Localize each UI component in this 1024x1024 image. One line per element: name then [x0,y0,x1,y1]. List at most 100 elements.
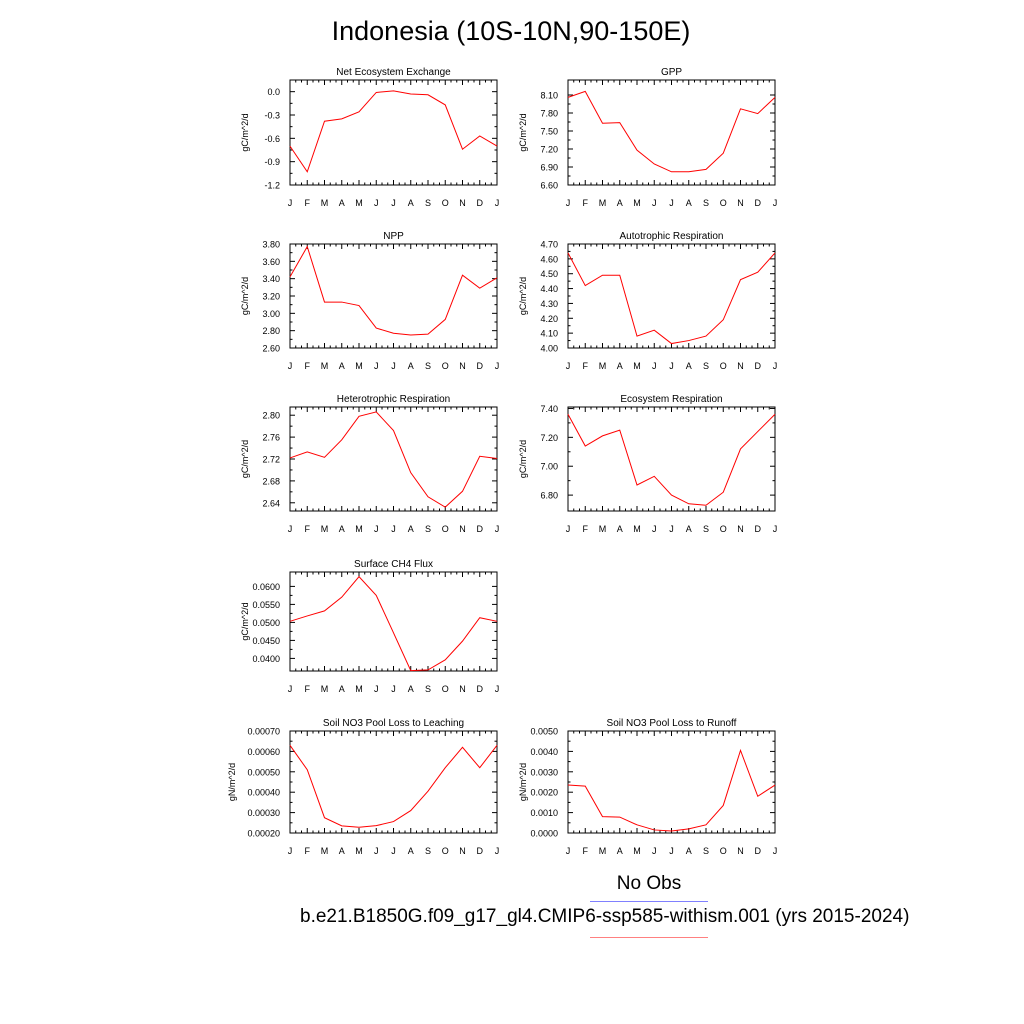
x-tick-label: J [773,524,778,534]
x-tick-label: J [669,846,674,856]
x-tick-label: D [477,524,484,534]
series-line-autotrophic-respiration [567,252,776,345]
y-tick-label: 3.00 [262,309,280,319]
y-tick-label: 7.20 [540,145,558,155]
series-line-soil-no3-pool-loss-to-runoff [567,748,776,832]
y-tick-label: 4.30 [540,299,558,309]
y-tick-label: 2.60 [262,344,280,354]
y-tick-label: 0.00050 [247,767,280,777]
x-tick-label: O [720,846,727,856]
series-line-surface-ch4-flux [289,575,498,672]
plot-frame [289,406,498,512]
y-axis-label: gC/m^2/d [240,440,250,478]
x-tick-label: D [477,198,484,208]
x-tick-label: J [669,198,674,208]
x-tick-label: M [599,846,607,856]
series-line-ecosystem-respiration [567,413,776,506]
x-tick-label: J [652,524,657,534]
y-tick-label: 0.0000 [530,829,558,839]
x-tick-label: S [425,361,431,371]
x-tick-label: J [669,361,674,371]
page-title: Indonesia (10S-10N,90-150E) [331,16,691,46]
x-tick-label: J [773,361,778,371]
x-tick-label: M [355,524,363,534]
x-tick-label: S [703,524,709,534]
x-tick-label: D [477,361,484,371]
chart-title: Autotrophic Respiration [620,231,724,242]
x-tick-label: J [773,846,778,856]
series-line-soil-no3-pool-loss-to-leaching [289,744,498,828]
x-tick-label: N [737,361,744,371]
x-tick-label: A [339,524,345,534]
x-tick-label: S [425,684,431,694]
x-tick-label: J [391,524,396,534]
series-line-heterotrophic-respiration [289,411,498,508]
x-tick-label: A [408,524,414,534]
x-tick-label: J [391,684,396,694]
x-tick-label: O [442,198,449,208]
x-tick-label: J [652,361,657,371]
x-tick-label: O [720,524,727,534]
x-tick-label: A [408,846,414,856]
y-tick-label: 2.72 [262,455,280,465]
x-tick-label: J [495,684,500,694]
x-tick-label: J [374,846,379,856]
x-tick-label: D [755,524,762,534]
x-tick-label: M [633,361,641,371]
x-tick-label: A [686,198,692,208]
x-tick-label: A [617,198,623,208]
y-tick-label: 3.20 [262,292,280,302]
chart-title: GPP [661,67,682,78]
y-tick-label: 2.80 [262,326,280,336]
x-tick-label: J [566,361,571,371]
x-tick-label: M [599,198,607,208]
x-tick-label: O [442,361,449,371]
legend-case-label: b.e21.B1850G.f09_g17_gl4.CMIP6-ssp585-wi… [300,906,910,927]
chart-title: Surface CH4 Flux [354,559,433,570]
y-tick-label: 0.0550 [252,600,280,610]
x-tick-label: J [288,198,293,208]
y-tick-label: -1.2 [264,181,280,191]
y-tick-label: 0.00020 [247,829,280,839]
y-tick-label: 2.64 [262,498,280,508]
x-tick-label: M [355,361,363,371]
x-tick-label: A [686,846,692,856]
legend-obs-line [590,901,708,902]
plot-frame [567,243,776,349]
y-axis-label: gC/m^2/d [518,440,528,478]
y-axis-label: gC/m^2/d [240,277,250,315]
plot-frame [289,571,498,672]
x-tick-label: A [686,524,692,534]
legend-obs-label: No Obs [616,873,682,894]
y-tick-label: 7.40 [540,404,558,414]
y-tick-label: 0.0030 [530,767,558,777]
x-tick-label: N [459,846,466,856]
y-tick-label: 7.50 [540,127,558,137]
chart-title: Heterotrophic Respiration [337,394,450,405]
x-tick-label: F [583,524,589,534]
x-tick-label: A [617,361,623,371]
y-tick-label: 0.0050 [530,727,558,737]
x-tick-label: O [442,846,449,856]
y-tick-label: 4.40 [540,284,558,294]
x-tick-label: F [305,524,311,534]
x-tick-label: A [339,361,345,371]
y-tick-label: 0.0600 [252,582,280,592]
x-tick-label: M [355,846,363,856]
x-tick-label: J [391,198,396,208]
y-tick-label: 2.80 [262,411,280,421]
y-tick-label: 0.0010 [530,808,558,818]
x-tick-label: N [737,198,744,208]
y-tick-label: 3.40 [262,274,280,284]
y-tick-label: 0.00040 [247,788,280,798]
x-tick-label: M [633,198,641,208]
x-tick-label: F [583,846,589,856]
series-line-gpp [567,90,776,173]
x-tick-label: S [425,198,431,208]
x-tick-label: M [355,684,363,694]
